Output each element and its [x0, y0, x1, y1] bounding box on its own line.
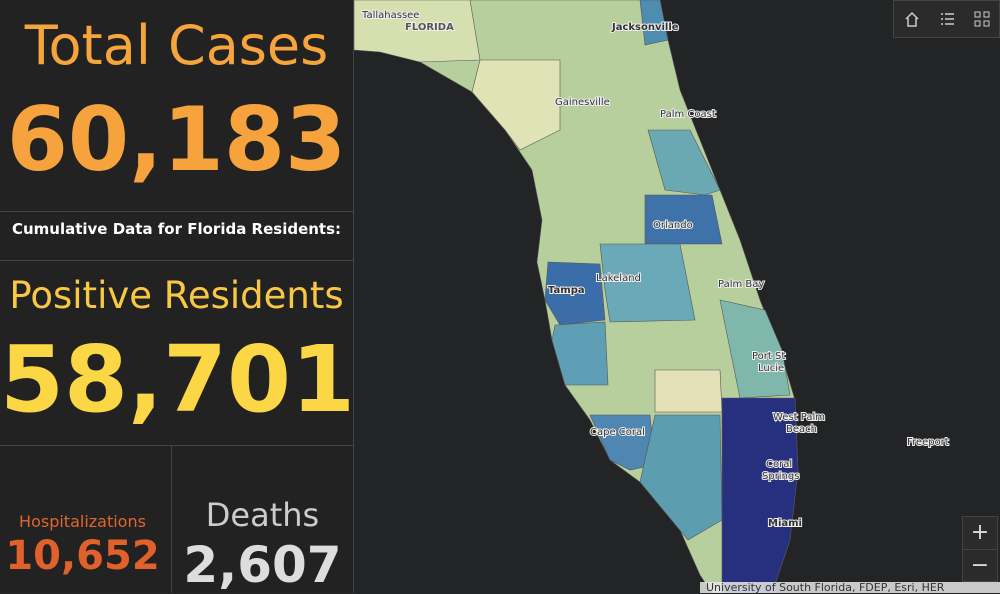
- zoom-in[interactable]: +: [963, 517, 997, 550]
- zoom-control: + −: [962, 516, 998, 582]
- city-label: Port St: [752, 351, 785, 362]
- city-label: Palm Bay: [718, 279, 764, 290]
- total-value: 60,183: [6, 88, 347, 191]
- home-button[interactable]: [903, 10, 921, 28]
- city-label: Gainesville: [555, 97, 610, 108]
- city-label: Beach: [786, 424, 817, 435]
- city-label: Lakeland: [596, 273, 641, 284]
- city-label: Lucie: [758, 363, 784, 374]
- city-label: Jacksonville: [611, 22, 679, 33]
- city-label: Springs: [762, 471, 799, 482]
- total-title: Total Cases: [24, 14, 329, 77]
- toolbar: [893, 0, 1000, 38]
- stats-panel: Total Cases 60,183 Cumulative Data for F…: [0, 0, 356, 594]
- city-label: Palm Coast: [660, 109, 716, 120]
- divider: [171, 445, 172, 593]
- city-label: Miami: [768, 518, 802, 529]
- city-label: Freeport: [907, 437, 949, 448]
- positive-value: 58,701: [0, 326, 356, 433]
- divider: [0, 445, 353, 446]
- divider: [0, 211, 353, 212]
- hosp-title: Hospitalizations: [19, 512, 146, 531]
- subtitle: Cumulative Data for Florida Residents:: [11, 220, 342, 238]
- legend-button[interactable]: [938, 10, 956, 28]
- deaths-title: Deaths: [205, 496, 320, 534]
- city-label: Tampa: [548, 285, 585, 296]
- city-label: Tallahassee: [361, 10, 419, 21]
- city-label: Cape Coral: [590, 427, 645, 438]
- divider: [0, 260, 353, 261]
- deaths-value: 2,607: [183, 536, 342, 594]
- hosp-value: 10,652: [5, 533, 160, 579]
- attribution: University of South Florida, FDEP, Esri,…: [700, 582, 1000, 593]
- city-label: Coral: [766, 459, 792, 470]
- basemap-button[interactable]: [973, 10, 991, 28]
- zoom-out[interactable]: −: [970, 553, 990, 578]
- map[interactable]: Tallahassee FLORIDA Jacksonville Gainesv…: [354, 0, 1000, 593]
- florida: [354, 0, 799, 593]
- positive-title: Positive Residents: [9, 274, 344, 317]
- city-label: West Palm: [773, 412, 825, 423]
- state-label: FLORIDA: [405, 22, 454, 33]
- city-label: Orlando: [653, 220, 693, 231]
